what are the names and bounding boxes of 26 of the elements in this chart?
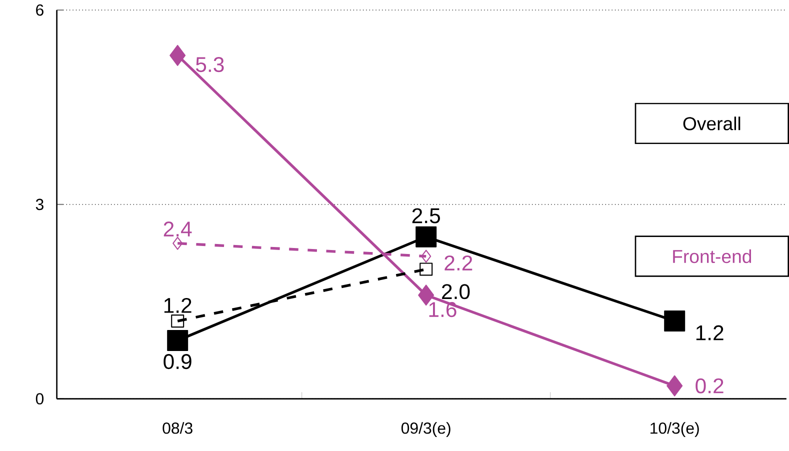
y-tick-label: 0 [36, 393, 44, 405]
x-tick-label: 10/3(e) [650, 422, 699, 438]
data-label: 0.9 [164, 354, 192, 370]
y-tick-label: 3 [36, 198, 44, 210]
point [167, 330, 188, 352]
data-label: 2.0 [442, 284, 470, 300]
data-label: 2.2 [444, 256, 472, 271]
data-label: 5.3 [196, 57, 224, 72]
y-tick-label: 6 [36, 4, 44, 16]
data-label: 1.2 [696, 326, 724, 340]
point [666, 376, 683, 397]
data-label: 2.4 [164, 222, 192, 237]
point [664, 310, 686, 332]
text: Front-end [673, 250, 752, 264]
x-tick-label: 09/3(e) [401, 422, 450, 438]
point [172, 236, 183, 250]
point [416, 226, 437, 248]
point [170, 45, 186, 66]
point [171, 314, 184, 328]
point [420, 262, 433, 276]
point [421, 250, 432, 263]
x-tick-label: 08/3 [162, 422, 192, 434]
data-label: 0.2 [696, 378, 724, 394]
data-label: 2.5 [412, 208, 440, 224]
text: Overall [683, 116, 740, 130]
data-label: 1.2 [164, 298, 192, 313]
